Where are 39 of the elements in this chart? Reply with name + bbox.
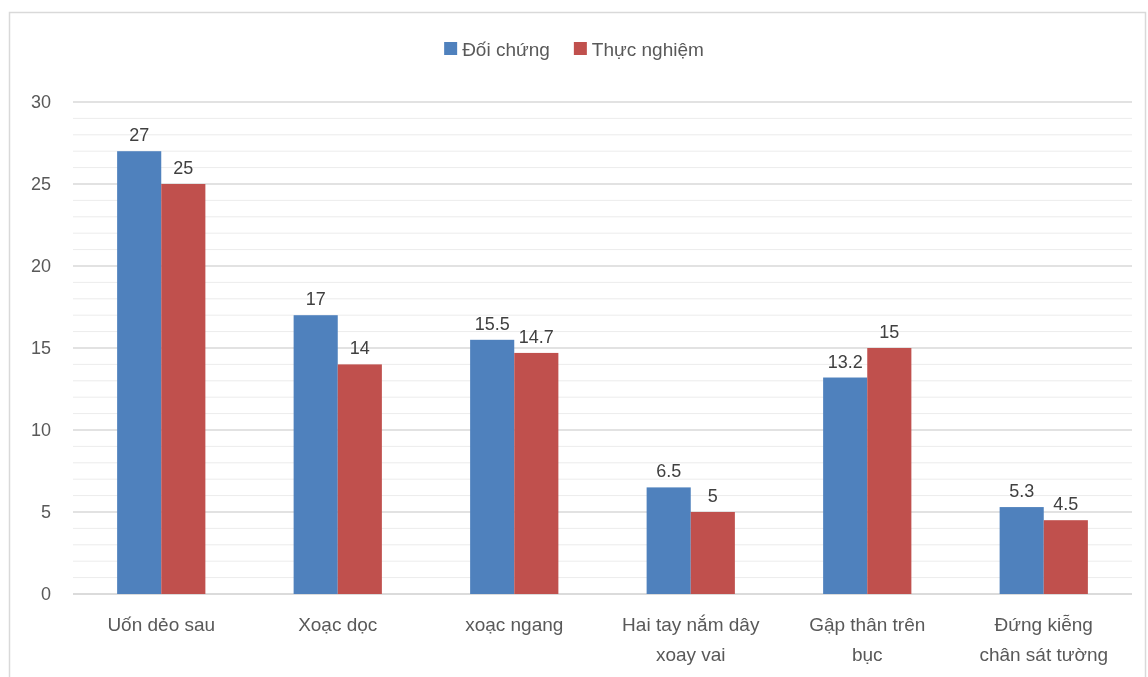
legend-label: Đối chứng (462, 38, 550, 60)
bar (646, 487, 691, 594)
data-label: 14 (349, 338, 370, 359)
y-tick-label: 10 (30, 420, 51, 441)
x-tick-label: Hai tay nắm dây xoay vai (622, 614, 760, 665)
y-tick-label: 5 (40, 502, 51, 523)
data-label: 25 (173, 158, 194, 178)
data-label: 17 (305, 289, 326, 310)
data-label: 15.5 (474, 313, 510, 334)
y-tick-label: 30 (30, 92, 51, 113)
bar (470, 339, 515, 594)
y-tick-label: 20 (30, 256, 51, 277)
x-tick-label: xoạc ngang (465, 614, 564, 635)
bar (293, 315, 338, 594)
x-tick-label: Gập thân trên bục (809, 614, 926, 665)
bar (161, 184, 206, 594)
data-label: 27 (129, 125, 150, 146)
bar (117, 151, 162, 594)
data-label: 14.7 (518, 326, 554, 347)
x-tick-label: Xoạc dọc (298, 614, 378, 635)
data-label: 6.5 (656, 461, 682, 482)
y-tick-label: 15 (30, 338, 51, 359)
data-label: 13.2 (827, 351, 863, 372)
bar (823, 377, 868, 594)
bar (999, 507, 1044, 594)
bar (337, 364, 382, 594)
x-tick-label: Đứng kiễng chân sát tường (979, 614, 1109, 665)
legend-label: Thực nghiệm (591, 38, 704, 60)
data-label: 5.3 (1009, 481, 1035, 502)
data-label: 4.5 (1053, 494, 1079, 515)
bar (1043, 520, 1088, 594)
bar (514, 352, 559, 594)
y-tick-label: 0 (40, 584, 51, 605)
x-tick-label: Uốn dẻo sau (107, 614, 216, 635)
bar (690, 512, 735, 594)
data-label: 5 (707, 486, 718, 506)
data-label: 15 (879, 322, 900, 342)
bar (867, 348, 912, 594)
y-tick-label: 25 (30, 174, 51, 195)
